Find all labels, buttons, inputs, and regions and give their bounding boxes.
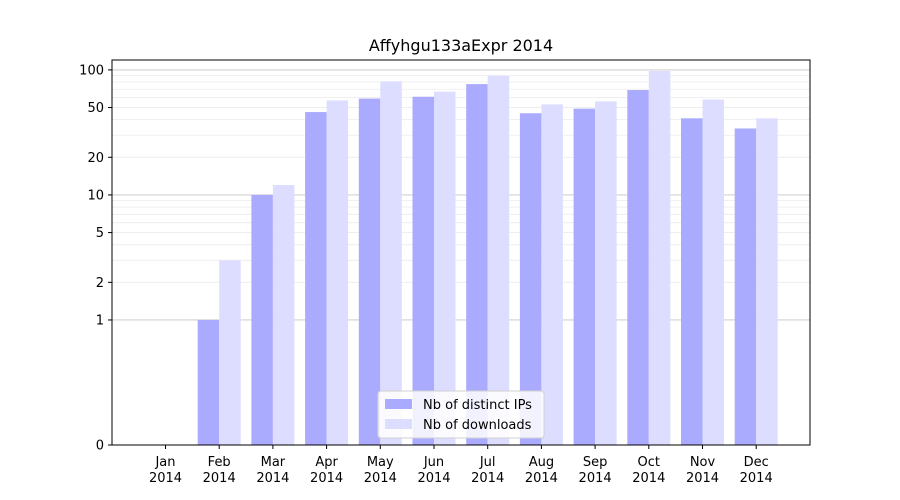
bar-distinct-ips xyxy=(197,319,220,445)
bar-downloads xyxy=(595,101,617,445)
plot-frame xyxy=(111,59,811,446)
bar-downloads xyxy=(541,104,563,445)
legend: Nb of distinct IPs Nb of downloads xyxy=(377,390,545,439)
chart-title: Affyhgu133aExpr 2014 xyxy=(369,36,553,55)
legend-label: Nb of downloads xyxy=(423,418,532,433)
bar-downloads xyxy=(434,91,456,445)
x-tick-label: Jul 2014 xyxy=(471,455,504,486)
y-tick-label: 50 xyxy=(87,101,104,116)
bar-distinct-ips xyxy=(412,96,434,445)
bar-distinct-ips xyxy=(358,98,381,446)
y-tick-label: 10 xyxy=(87,188,104,203)
bars xyxy=(197,70,778,446)
bar-distinct-ips xyxy=(627,90,649,446)
x-tick-label: May 2014 xyxy=(364,455,397,486)
legend-swatch xyxy=(385,399,412,409)
legend-label: Nb of distinct IPs xyxy=(423,398,532,413)
y-tick-label: 0 xyxy=(96,439,104,454)
y-tick-label: 100 xyxy=(79,63,104,78)
y-tick-label: 5 xyxy=(96,226,104,241)
bar-downloads xyxy=(380,81,402,445)
grid-lines xyxy=(112,69,810,321)
bar-distinct-ips xyxy=(734,128,757,445)
bar-downloads xyxy=(756,118,778,445)
bar-distinct-ips xyxy=(466,84,488,446)
bar-downloads xyxy=(487,75,510,446)
x-tick-label: Jun 2014 xyxy=(417,455,450,486)
y-tick-label: 1 xyxy=(96,313,104,328)
x-tick-label: Sep 2014 xyxy=(579,455,612,486)
x-tick-label: Feb 2014 xyxy=(203,455,236,486)
bar-downloads xyxy=(326,100,349,445)
bar-distinct-ips xyxy=(681,118,703,445)
y-axis: 0 1 2 5 10 20 50 100 xyxy=(79,63,112,454)
bar-downloads xyxy=(702,99,724,446)
y-tick-label: 20 xyxy=(87,151,104,166)
x-tick-label: Oct 2014 xyxy=(632,455,665,486)
x-tick-label: Nov 2014 xyxy=(686,455,719,486)
x-tick-label: Aug 2014 xyxy=(525,455,558,486)
bar-downloads xyxy=(648,70,671,446)
x-tick-label: Dec 2014 xyxy=(740,455,773,486)
legend-box xyxy=(377,390,545,439)
bar-distinct-ips xyxy=(251,194,273,445)
bar-distinct-ips xyxy=(573,108,596,445)
legend-swatch xyxy=(385,419,412,429)
bar-distinct-ips xyxy=(305,112,327,445)
y-tick-label: 2 xyxy=(96,276,104,291)
bar-distinct-ips xyxy=(519,113,542,445)
x-tick-label: Jan 2014 xyxy=(149,455,182,486)
bar-downloads xyxy=(272,185,295,445)
bar-downloads xyxy=(219,260,241,445)
x-tick-label: Mar 2014 xyxy=(256,455,289,486)
x-tick-label: Apr 2014 xyxy=(310,455,343,486)
x-axis: Jan 2014 Feb 2014 Mar 2014 Apr 2014 May 2014 Jun 20… xyxy=(149,445,773,486)
